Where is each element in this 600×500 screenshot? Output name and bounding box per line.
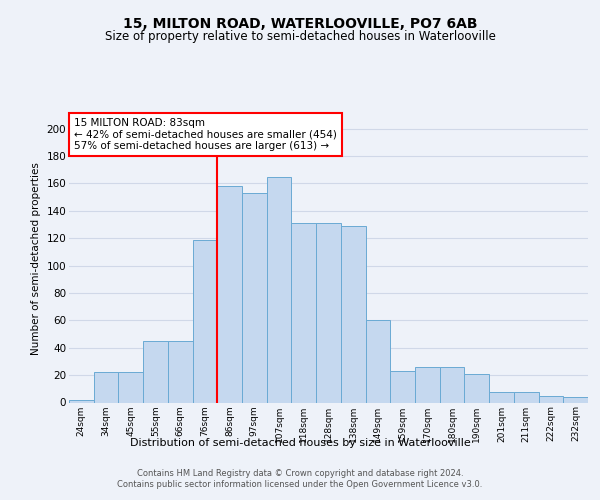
Y-axis label: Number of semi-detached properties: Number of semi-detached properties bbox=[31, 162, 41, 355]
Bar bbox=[168, 341, 193, 402]
Bar bbox=[563, 397, 588, 402]
Bar bbox=[118, 372, 143, 402]
Bar bbox=[217, 186, 242, 402]
Text: Contains public sector information licensed under the Open Government Licence v3: Contains public sector information licen… bbox=[118, 480, 482, 489]
Bar bbox=[69, 400, 94, 402]
Bar bbox=[267, 176, 292, 402]
Bar bbox=[489, 392, 514, 402]
Text: Contains HM Land Registry data © Crown copyright and database right 2024.: Contains HM Land Registry data © Crown c… bbox=[137, 469, 463, 478]
Bar bbox=[365, 320, 390, 402]
Bar bbox=[242, 193, 267, 402]
Bar bbox=[316, 223, 341, 402]
Text: Size of property relative to semi-detached houses in Waterlooville: Size of property relative to semi-detach… bbox=[104, 30, 496, 43]
Bar bbox=[341, 226, 365, 402]
Bar bbox=[514, 392, 539, 402]
Bar bbox=[193, 240, 217, 402]
Text: 15, MILTON ROAD, WATERLOOVILLE, PO7 6AB: 15, MILTON ROAD, WATERLOOVILLE, PO7 6AB bbox=[123, 18, 477, 32]
Bar bbox=[415, 367, 440, 402]
Text: 15 MILTON ROAD: 83sqm
← 42% of semi-detached houses are smaller (454)
57% of sem: 15 MILTON ROAD: 83sqm ← 42% of semi-deta… bbox=[74, 118, 337, 151]
Bar bbox=[539, 396, 563, 402]
Bar bbox=[464, 374, 489, 402]
Bar bbox=[390, 371, 415, 402]
Bar bbox=[440, 367, 464, 402]
Bar bbox=[292, 223, 316, 402]
Bar bbox=[94, 372, 118, 402]
Text: Distribution of semi-detached houses by size in Waterlooville: Distribution of semi-detached houses by … bbox=[130, 438, 470, 448]
Bar bbox=[143, 341, 168, 402]
